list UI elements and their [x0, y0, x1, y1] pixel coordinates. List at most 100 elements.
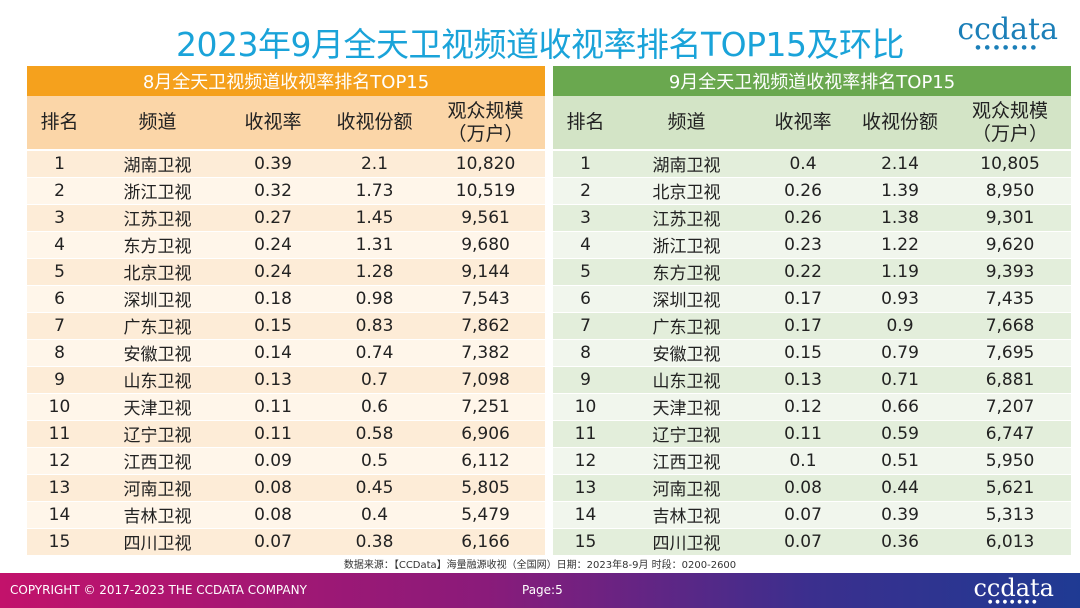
share-cell: 2.14 [851, 150, 949, 178]
channel-cell: 江苏卫视 [618, 204, 755, 232]
audience-cell: 7,543 [426, 285, 546, 313]
channel-cell: 江西卫视 [618, 447, 755, 475]
share-cell: 0.9 [851, 312, 949, 340]
rank-cell: 13 [27, 474, 92, 502]
table-row: 8 安徽卫视 0.15 0.79 7,695 [553, 339, 1072, 367]
share-cell: 0.93 [851, 285, 949, 313]
rank-cell: 1 [553, 150, 618, 178]
rank-cell: 14 [553, 501, 618, 529]
rating-cell: 0.1 [755, 447, 851, 475]
rating-cell: 0.11 [755, 420, 851, 448]
share-cell: 1.39 [851, 177, 949, 205]
table-row: 10 天津卫视 0.12 0.66 7,207 [553, 393, 1072, 421]
table-caption-row: 8月全天卫视频道收视率排名TOP15 [27, 66, 546, 96]
audience-cell: 7,435 [949, 285, 1072, 313]
table-row: 15 四川卫视 0.07 0.36 6,013 [553, 528, 1072, 556]
channel-cell: 四川卫视 [92, 528, 223, 556]
share-cell: 0.98 [323, 285, 426, 313]
audience-cell: 9,301 [949, 204, 1072, 232]
rank-cell: 2 [27, 177, 92, 205]
table-row: 11 辽宁卫视 0.11 0.59 6,747 [553, 420, 1072, 448]
rating-cell: 0.11 [223, 420, 323, 448]
rank-cell: 9 [27, 366, 92, 394]
share-cell: 1.19 [851, 258, 949, 286]
rating-cell: 0.39 [223, 150, 323, 178]
table-row: 14 吉林卫视 0.08 0.4 5,479 [27, 501, 546, 529]
channel-cell: 江苏卫视 [92, 204, 223, 232]
share-cell: 0.4 [323, 501, 426, 529]
audience-cell: 6,906 [426, 420, 546, 448]
rating-cell: 0.23 [755, 231, 851, 259]
rating-cell: 0.08 [755, 474, 851, 502]
table-row: 4 浙江卫视 0.23 1.22 9,620 [553, 231, 1072, 259]
rating-cell: 0.24 [223, 258, 323, 286]
rating-cell: 0.14 [223, 339, 323, 367]
channel-cell: 北京卫视 [92, 258, 223, 286]
table-row: 15 四川卫视 0.07 0.38 6,166 [27, 528, 546, 556]
share-cell: 0.58 [323, 420, 426, 448]
channel-cell: 天津卫视 [618, 393, 755, 421]
footer-logo: ccdata ●●●●●●● [973, 574, 1054, 605]
rating-cell: 0.07 [755, 501, 851, 529]
header-rank: 排名 [27, 96, 92, 151]
header-audience-unit: （万户） [972, 122, 1049, 145]
audience-cell: 7,098 [426, 366, 546, 394]
footer-logo-text: ccdata [973, 574, 1054, 602]
table-row: 12 江西卫视 0.1 0.51 5,950 [553, 447, 1072, 475]
table-row: 7 广东卫视 0.17 0.9 7,668 [553, 312, 1072, 340]
audience-cell: 5,313 [949, 501, 1072, 529]
audience-cell: 7,668 [949, 312, 1072, 340]
table-row: 4 东方卫视 0.24 1.31 9,680 [27, 231, 546, 259]
rating-cell: 0.08 [223, 474, 323, 502]
audience-cell: 9,561 [426, 204, 546, 232]
share-cell: 0.51 [851, 447, 949, 475]
header-rank: 排名 [553, 96, 618, 151]
audience-cell: 6,881 [949, 366, 1072, 394]
channel-cell: 河南卫视 [92, 474, 223, 502]
table-row: 2 浙江卫视 0.32 1.73 10,519 [27, 177, 546, 205]
rank-cell: 12 [553, 447, 618, 475]
rating-cell: 0.26 [755, 177, 851, 205]
rating-cell: 0.32 [223, 177, 323, 205]
logo-dots: ●●●●●●● [975, 44, 1040, 51]
share-cell: 0.66 [851, 393, 949, 421]
rank-cell: 8 [27, 339, 92, 367]
share-cell: 0.36 [851, 528, 949, 556]
september-table-caption: 9月全天卫视频道收视率排名TOP15 [553, 66, 1072, 96]
rank-cell: 7 [553, 312, 618, 340]
rank-cell: 7 [27, 312, 92, 340]
share-cell: 0.45 [323, 474, 426, 502]
rating-cell: 0.07 [755, 528, 851, 556]
ccdata-logo: ccdata ●●●●●●● [957, 12, 1058, 51]
rating-cell: 0.09 [223, 447, 323, 475]
rating-cell: 0.08 [223, 501, 323, 529]
header-audience-label: 观众规模 [447, 99, 524, 122]
header-share: 收视份额 [323, 96, 426, 151]
footer-bar: COPYRIGHT © 2017-2023 THE CCDATA COMPANY… [0, 573, 1080, 608]
audience-cell: 7,382 [426, 339, 546, 367]
rating-cell: 0.17 [755, 312, 851, 340]
channel-cell: 深圳卫视 [92, 285, 223, 313]
channel-cell: 辽宁卫视 [618, 420, 755, 448]
audience-cell: 6,166 [426, 528, 546, 556]
share-cell: 1.31 [323, 231, 426, 259]
table-row: 6 深圳卫视 0.17 0.93 7,435 [553, 285, 1072, 313]
rating-cell: 0.12 [755, 393, 851, 421]
rating-cell: 0.15 [755, 339, 851, 367]
table-caption-row: 9月全天卫视频道收视率排名TOP15 [553, 66, 1072, 96]
rank-cell: 11 [27, 420, 92, 448]
table-row: 6 深圳卫视 0.18 0.98 7,543 [27, 285, 546, 313]
share-cell: 0.7 [323, 366, 426, 394]
audience-cell: 6,013 [949, 528, 1072, 556]
rating-cell: 0.24 [223, 231, 323, 259]
table-row: 8 安徽卫视 0.14 0.74 7,382 [27, 339, 546, 367]
rank-cell: 10 [553, 393, 618, 421]
header-audience-unit: （万户） [447, 122, 524, 145]
header-channel: 频道 [618, 96, 755, 151]
audience-cell: 10,519 [426, 177, 546, 205]
rank-cell: 6 [27, 285, 92, 313]
audience-cell: 9,144 [426, 258, 546, 286]
audience-cell: 5,621 [949, 474, 1072, 502]
audience-cell: 6,112 [426, 447, 546, 475]
rank-cell: 11 [553, 420, 618, 448]
